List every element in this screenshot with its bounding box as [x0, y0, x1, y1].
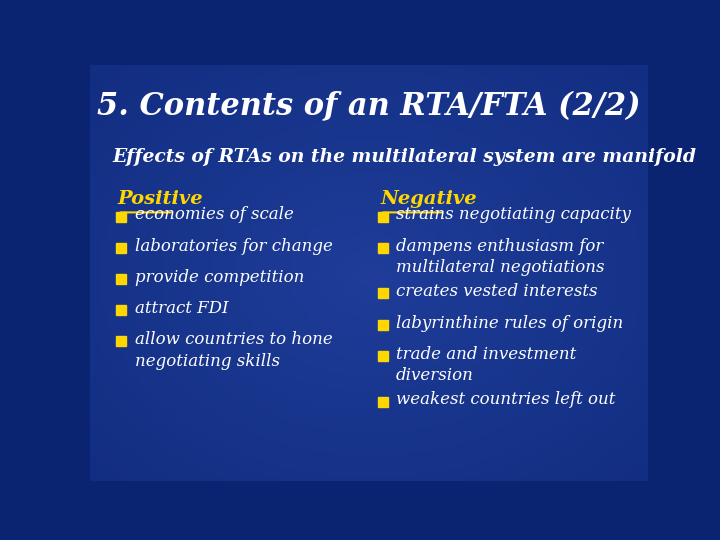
Text: provide competition: provide competition	[135, 269, 304, 286]
Text: diversion: diversion	[396, 367, 474, 384]
Text: multilateral negotiations: multilateral negotiations	[396, 259, 604, 276]
Text: creates vested interests: creates vested interests	[396, 284, 598, 300]
Text: weakest countries left out: weakest countries left out	[396, 392, 615, 408]
Text: negotiating skills: negotiating skills	[135, 353, 279, 370]
Text: economies of scale: economies of scale	[135, 206, 294, 224]
Text: Negative: Negative	[380, 190, 477, 207]
Text: laboratories for change: laboratories for change	[135, 238, 333, 254]
Text: 5. Contents of an RTA/FTA (2/2): 5. Contents of an RTA/FTA (2/2)	[97, 90, 641, 121]
Text: allow countries to hone: allow countries to hone	[135, 331, 333, 348]
Text: dampens enthusiasm for: dampens enthusiasm for	[396, 238, 603, 254]
Text: attract FDI: attract FDI	[135, 300, 228, 317]
Text: strains negotiating capacity: strains negotiating capacity	[396, 206, 631, 224]
Text: labyrinthine rules of origin: labyrinthine rules of origin	[396, 314, 623, 332]
Text: Positive: Positive	[118, 190, 204, 207]
Text: trade and investment: trade and investment	[396, 346, 576, 363]
Text: Effects of RTAs on the multilateral system are manifold: Effects of RTAs on the multilateral syst…	[112, 148, 696, 166]
